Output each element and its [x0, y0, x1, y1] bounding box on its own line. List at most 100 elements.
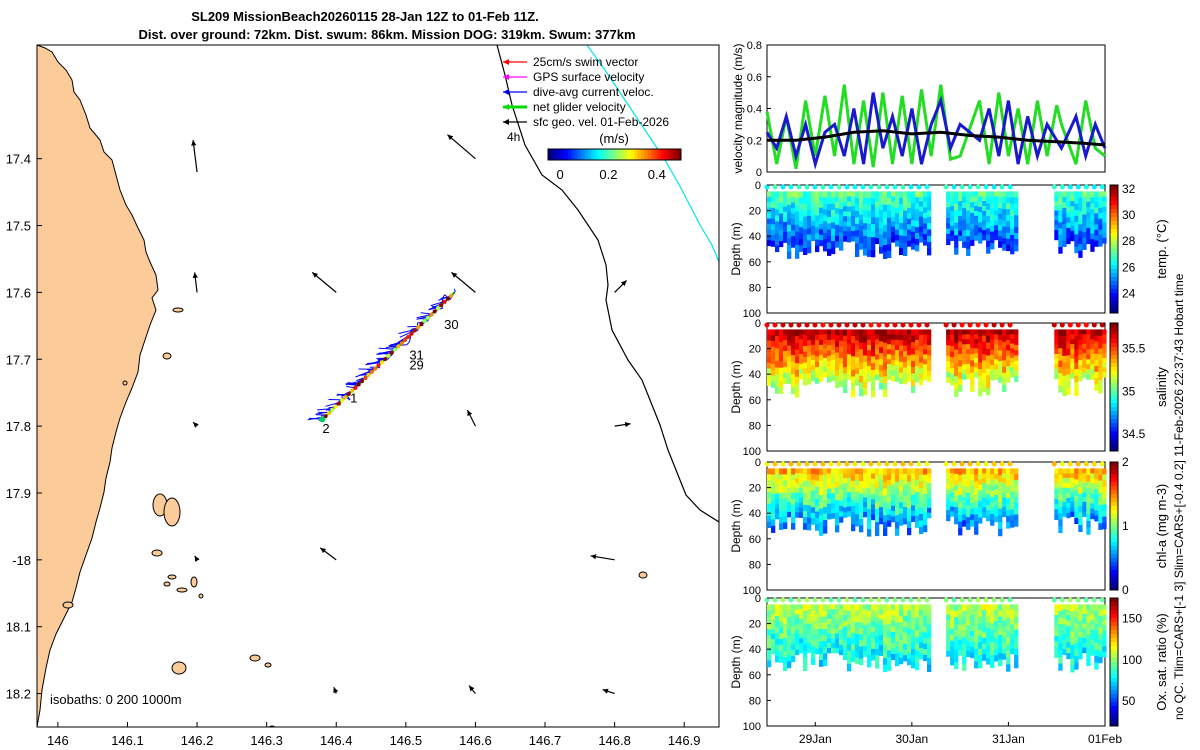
surface-sample-dot: [804, 461, 810, 467]
section-cell: [843, 507, 848, 513]
section-colorbar-segment: [1110, 237, 1118, 242]
section-cell: [927, 229, 932, 237]
section-cell: [1010, 624, 1015, 630]
section-cell: [863, 640, 868, 647]
section-cell: [827, 366, 832, 373]
section-cell: [954, 389, 959, 397]
section-cell: [923, 610, 928, 617]
legend-arrowhead: [503, 59, 509, 65]
section-cell: [779, 230, 784, 237]
section-cell: [1102, 651, 1107, 658]
section-cell: [803, 235, 808, 243]
section-cell: [1086, 339, 1091, 345]
section-y-tick-label: 40: [749, 231, 761, 243]
section-cell: [978, 336, 983, 344]
section-cell: [831, 203, 836, 211]
section-cell: [779, 196, 784, 203]
section-cell: [767, 234, 772, 241]
section-cell: [998, 371, 1003, 378]
section-cell: [1014, 468, 1019, 475]
surface-sample-dot: [1067, 184, 1073, 190]
section-cell: [819, 350, 824, 356]
section-cell: [962, 225, 967, 232]
section-cell: [1070, 501, 1075, 508]
surface-sample-dot: [860, 597, 866, 603]
section-cell: [927, 197, 932, 205]
surface-sample-dot: [943, 322, 949, 328]
section-cell: [859, 525, 864, 533]
section-cell: [799, 239, 804, 246]
section-cell: [994, 500, 999, 507]
section-cell: [867, 217, 872, 225]
section-colorbar-segment: [1110, 435, 1118, 440]
surface-sample-dot: [991, 597, 997, 603]
section-cell: [859, 481, 864, 488]
section-cell: [863, 645, 868, 652]
section-cell: [1074, 362, 1079, 370]
section-cell: [990, 214, 995, 221]
section-cell: [998, 610, 1003, 618]
section-cell: [819, 495, 824, 503]
island: [264, 662, 272, 668]
section-cell: [923, 207, 928, 214]
section-cell: [970, 385, 975, 392]
section-cell: [879, 645, 884, 651]
section-cell: [1098, 361, 1103, 369]
section-cell: [779, 329, 784, 337]
section-cell: [923, 654, 928, 661]
section-cell: [1102, 227, 1107, 234]
section-cell: [767, 340, 772, 347]
section-cell: [803, 617, 808, 625]
section-cell: [1054, 339, 1059, 345]
section-cell: [811, 468, 816, 475]
section-cell: [855, 362, 860, 369]
section-cell: [851, 474, 856, 482]
section-cell: [1102, 212, 1107, 218]
section-cell: [847, 374, 852, 380]
section-cell: [891, 206, 896, 213]
section-cell: [779, 235, 784, 242]
section-cell: [855, 223, 860, 231]
section-cell: [799, 245, 804, 252]
section-cell: [831, 360, 836, 366]
section-cell: [883, 362, 888, 371]
section-cell: [815, 191, 820, 198]
section-cell: [787, 231, 792, 239]
section-cell: [1006, 215, 1011, 222]
section-cell: [835, 381, 840, 389]
section-colorbar-segment: [1110, 522, 1118, 527]
section-cell: [1066, 507, 1071, 514]
section-cell: [915, 215, 920, 222]
section-cell: [1006, 474, 1011, 481]
section-cell: [1082, 473, 1087, 479]
section-cell: [911, 197, 916, 204]
section-cell: [835, 241, 840, 248]
section-cell: [883, 245, 888, 253]
section-cell: [1066, 355, 1071, 363]
section-cell: [1082, 367, 1087, 373]
section-cell: [1090, 619, 1095, 626]
surface-sample-dot: [780, 184, 786, 190]
section-cell: [887, 204, 892, 212]
section-cell: [1082, 647, 1087, 653]
section-cell: [919, 487, 924, 495]
section-cell: [903, 242, 908, 250]
section-cell: [986, 652, 991, 659]
section-cell: [787, 502, 792, 508]
section-cell: [998, 502, 1003, 510]
section-cell: [1070, 478, 1075, 484]
section-cell: [799, 363, 804, 370]
section-cell: [915, 244, 920, 252]
section-cell: [1094, 649, 1099, 657]
section-cell: [883, 369, 888, 377]
section-cell: [775, 513, 780, 520]
section-cell: [970, 641, 975, 648]
section-cell: [871, 250, 876, 258]
section-cell: [871, 224, 876, 232]
section-cell: [883, 238, 888, 246]
section-cell: [1002, 341, 1007, 349]
section-y-tick-label: 60: [749, 257, 761, 269]
section-cell: [899, 491, 904, 498]
section-cell: [1054, 334, 1059, 340]
